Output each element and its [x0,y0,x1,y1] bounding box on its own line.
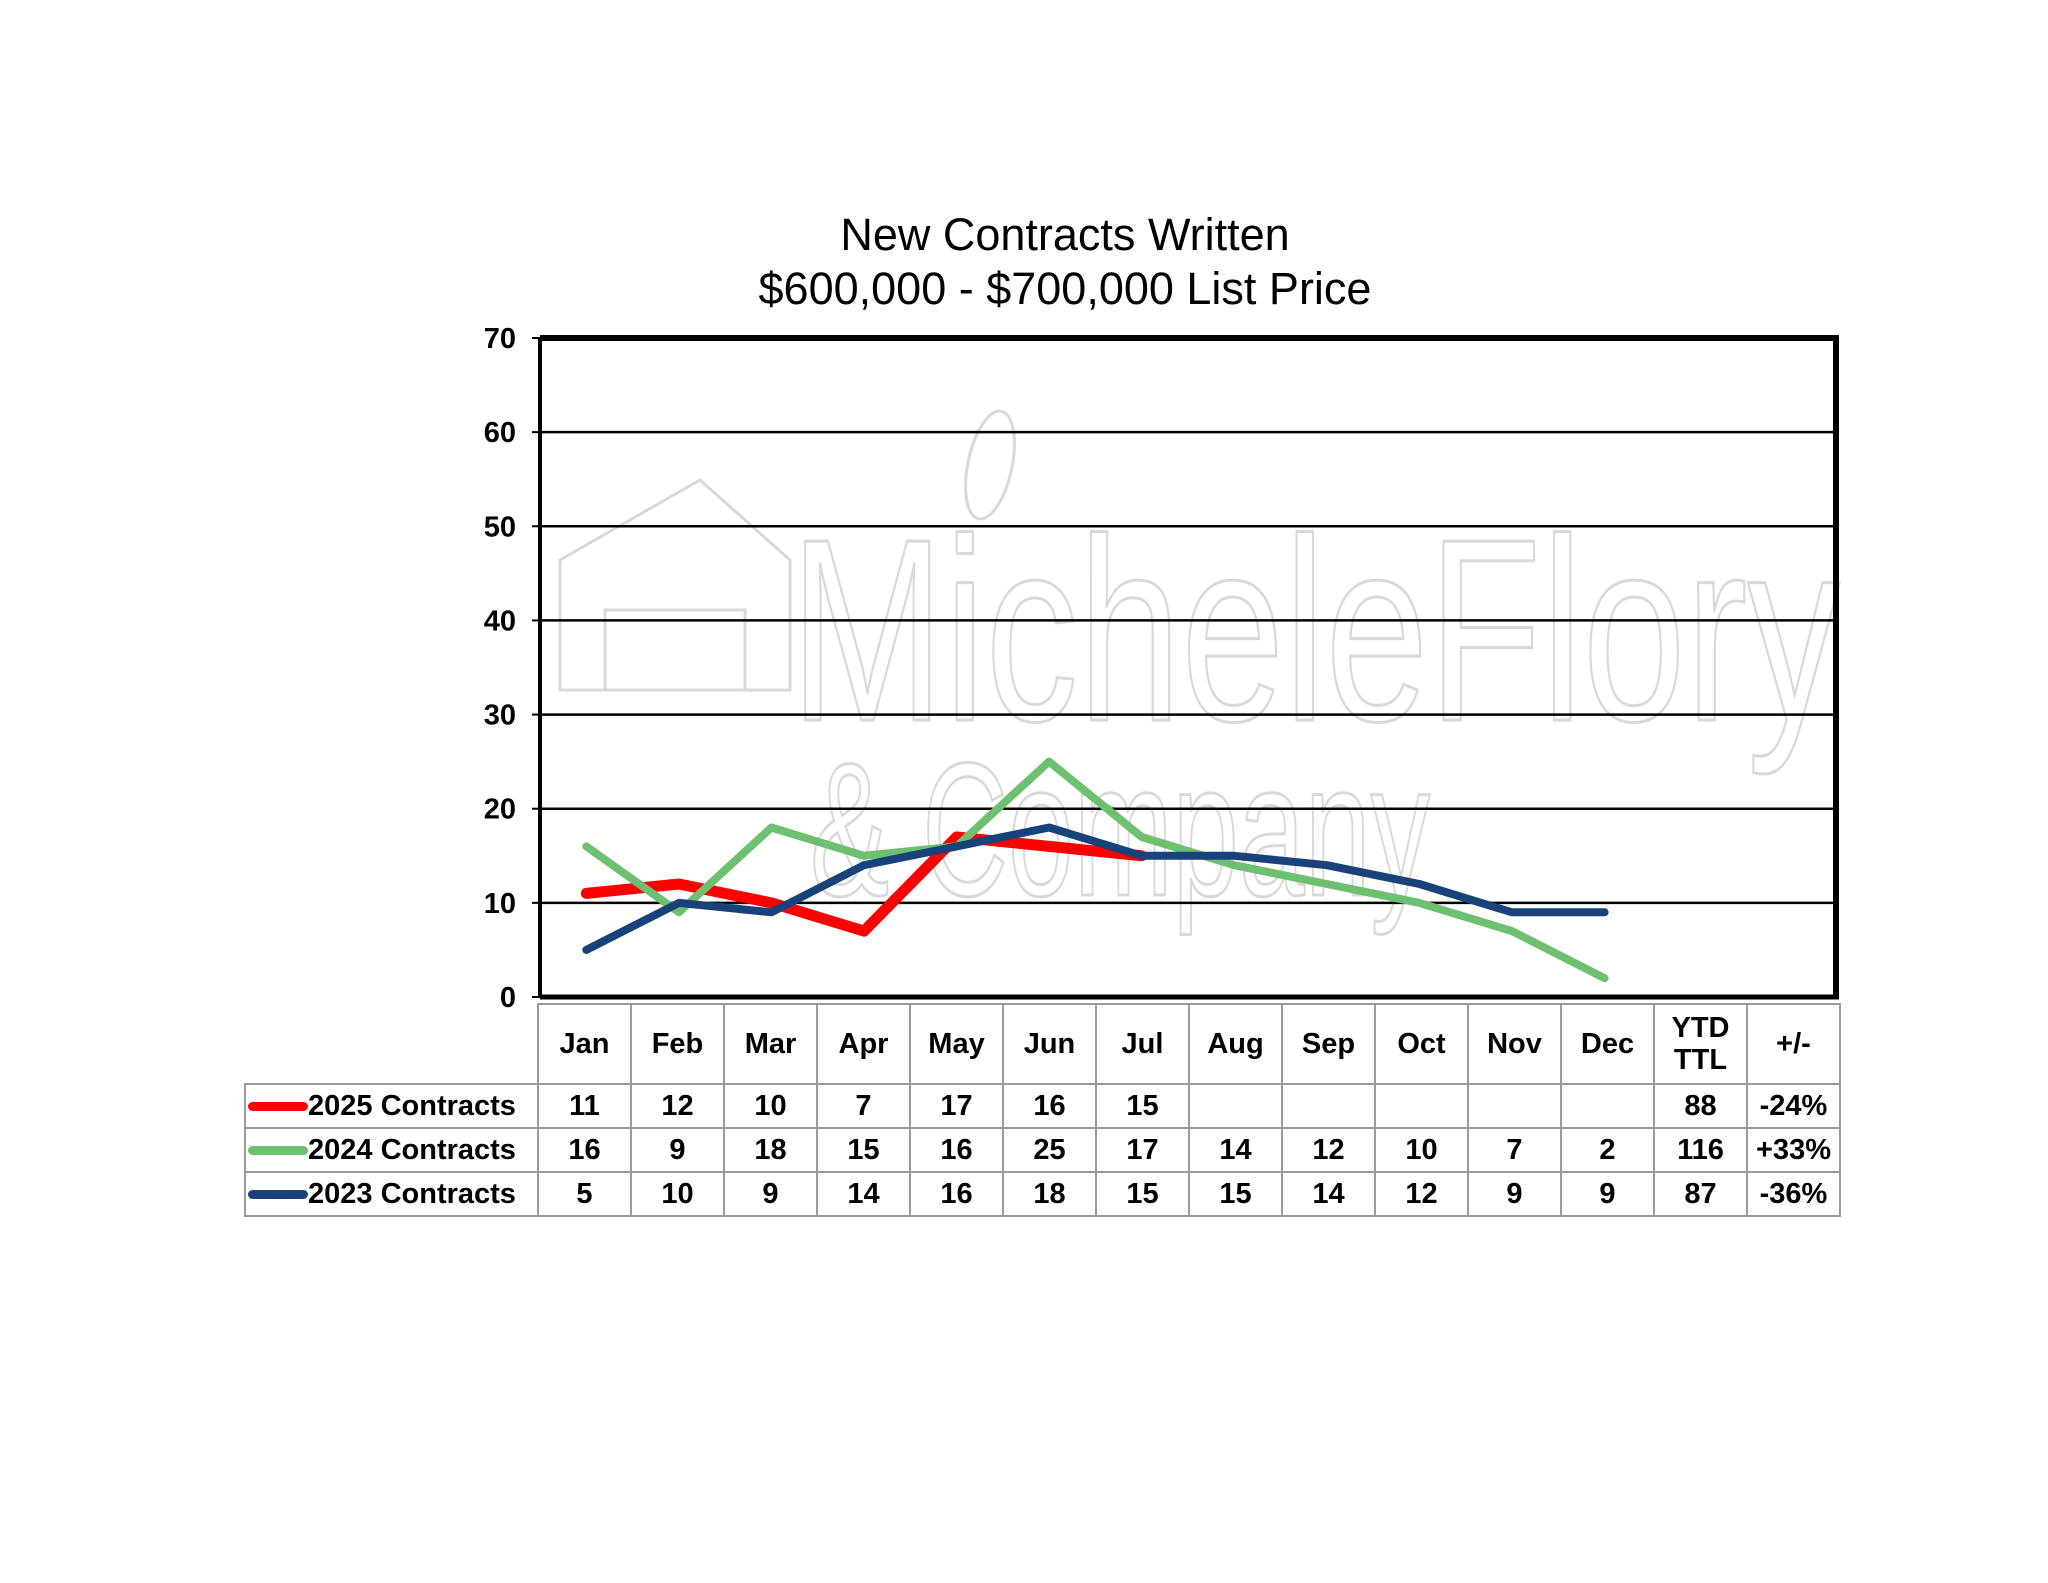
table-row: 2024 Contracts 16 9 18 15 16 25 17 14 12 10 7 2 116 +3… [244,1127,1841,1173]
y-tick-label: 20 [484,794,516,826]
data-cell: 9 [723,1171,818,1217]
change-cell: -36% [1746,1171,1841,1217]
series-line-2023-contracts [582,823,1609,954]
chart-title-block: New Contracts Written $600,000 - $700,00… [560,208,1570,316]
data-cell [1281,1083,1376,1129]
legend-swatch [248,1101,308,1111]
x-category-label: Oct [1374,1003,1469,1085]
table-corner [245,1004,538,1084]
data-cell: 10 [723,1083,818,1129]
data-cell: 18 [1002,1171,1097,1217]
table-row: 2025 Contracts 11 12 10 7 17 16 15 88 -24% [244,1083,1841,1129]
data-cell: 5 [537,1171,632,1217]
legend-label: 2025 Contracts [308,1089,516,1122]
x-category-label: Feb [630,1003,725,1085]
y-tick-label: 0 [500,982,516,1014]
legend-swatch [248,1189,308,1199]
change-cell: +33% [1746,1127,1841,1173]
chart-subtitle: $600,000 - $700,000 List Price [758,263,1372,314]
watermark-text-line1: MicheleFlory [790,486,1840,777]
x-category-label: Aug [1188,1003,1283,1085]
legend-entry: 2025 Contracts [244,1083,539,1129]
legend-entry: 2023 Contracts [244,1171,539,1217]
x-category-label: Sep [1281,1003,1376,1085]
data-cell: 17 [909,1083,1004,1129]
data-cell: 16 [537,1127,632,1173]
ytd-total-cell: 87 [1653,1171,1748,1217]
ytd-total-cell: 116 [1653,1127,1748,1173]
data-cell: 14 [1281,1171,1376,1217]
data-cell: 9 [1467,1171,1562,1217]
data-cell [1374,1083,1469,1129]
legend-swatch [248,1145,308,1155]
x-category-label: Mar [723,1003,818,1085]
legend-entry: 2024 Contracts [244,1127,539,1173]
data-cell: 7 [1467,1127,1562,1173]
data-cell: 15 [1188,1171,1283,1217]
y-tick-label: 30 [484,700,516,732]
data-table: Jan Feb Mar Apr May Jun Jul Aug Sep Oct Nov Dec YTD T… [244,1003,1841,1217]
watermark-house-icon [558,478,792,692]
data-cell: 16 [909,1127,1004,1173]
data-cell: 12 [1374,1171,1469,1217]
data-cell [1188,1083,1283,1129]
data-cell: 14 [816,1171,911,1217]
data-cell: 17 [1095,1127,1190,1173]
ytd-header-line1: YTD [1671,1012,1730,1044]
data-cell: 7 [816,1083,911,1129]
data-cell: 15 [1095,1171,1190,1217]
y-tick-label: 10 [484,888,516,920]
x-category-label: Jun [1002,1003,1097,1085]
y-axis-ticks: 0 10 20 30 40 50 60 70 [484,323,540,1014]
data-cell: 12 [1281,1127,1376,1173]
data-cell: 2 [1560,1127,1655,1173]
legend-label: 2023 Contracts [308,1177,516,1210]
data-cell: 10 [630,1171,725,1217]
plot-frame [538,335,1839,1000]
y-tick-label: 70 [484,323,516,355]
change-cell: -24% [1746,1083,1841,1129]
watermark-text-line2: & Company [810,724,1430,936]
data-cell: 12 [630,1083,725,1129]
x-category-label: May [909,1003,1004,1085]
ytd-total-cell: 88 [1653,1083,1748,1129]
table-header-row: Jan Feb Mar Apr May Jun Jul Aug Sep Oct Nov Dec YTD T… [245,1003,1841,1085]
ytd-header-line2: TTL [1673,1044,1728,1076]
x-category-label: Nov [1467,1003,1562,1085]
x-category-label: Dec [1560,1003,1655,1085]
data-cell: 15 [816,1127,911,1173]
series-lines [580,757,1609,983]
table-row: 2023 Contracts 5 10 9 14 16 18 15 15 14 12 9 9 87 -36% [244,1171,1841,1217]
y-tick-label: 50 [484,511,516,543]
legend-label: 2024 Contracts [308,1133,516,1166]
data-cell: 11 [537,1083,632,1129]
y-tick-label: 60 [484,417,516,449]
data-cell: 25 [1002,1127,1097,1173]
change-header: +/- [1746,1003,1841,1085]
data-cell: 9 [630,1127,725,1173]
data-cell: 18 [723,1127,818,1173]
series-line-2025-contracts [580,831,1148,937]
x-category-label: Jan [537,1003,632,1085]
data-cell [1467,1083,1562,1129]
y-tick-label: 40 [484,605,516,637]
data-cell: 15 [1095,1083,1190,1129]
data-cell: 10 [1374,1127,1469,1173]
ytd-total-header: YTD TTL [1653,1003,1748,1085]
series-line-2024-contracts [582,757,1609,983]
data-cell [1560,1083,1655,1129]
x-category-label: Jul [1095,1003,1190,1085]
chart-title: New Contracts Written [840,209,1290,260]
data-cell: 16 [1002,1083,1097,1129]
data-cell: 14 [1188,1127,1283,1173]
watermark-leaf-icon [964,409,1016,521]
data-cell: 16 [909,1171,1004,1217]
x-category-label: Apr [816,1003,911,1085]
data-cell: 9 [1560,1171,1655,1217]
watermark-logo: MicheleFlory & Company [558,409,1842,938]
